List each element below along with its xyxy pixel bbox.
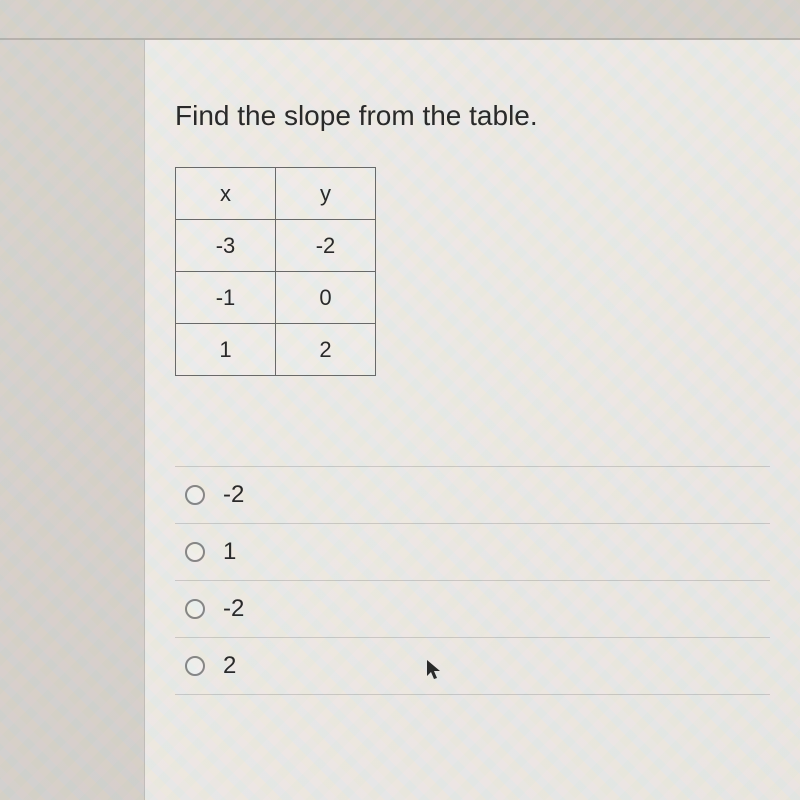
table-cell: -3 xyxy=(176,220,276,272)
radio-icon xyxy=(185,542,205,562)
table-header-row: x y xyxy=(176,168,376,220)
radio-icon xyxy=(185,599,205,619)
option-2[interactable]: 1 xyxy=(175,524,770,581)
question-panel: Find the slope from the table. x y -3 -2… xyxy=(145,40,800,800)
table-header-x: x xyxy=(176,168,276,220)
question-prompt: Find the slope from the table. xyxy=(175,100,770,132)
table-cell: -1 xyxy=(176,272,276,324)
table-cell: 2 xyxy=(276,324,376,376)
table-cell: 0 xyxy=(276,272,376,324)
table-header-y: y xyxy=(276,168,376,220)
option-3[interactable]: -2 xyxy=(175,581,770,638)
left-gutter xyxy=(0,40,145,800)
table-row: 1 2 xyxy=(176,324,376,376)
option-label: 1 xyxy=(223,538,236,566)
xy-table: x y -3 -2 -1 0 1 2 xyxy=(175,167,376,376)
option-label: -2 xyxy=(223,595,244,623)
table-cell: -2 xyxy=(276,220,376,272)
radio-icon xyxy=(185,656,205,676)
option-label: -2 xyxy=(223,481,244,509)
window-top-bar xyxy=(0,0,800,40)
option-label: 2 xyxy=(223,652,236,680)
table-cell: 1 xyxy=(176,324,276,376)
table-row: -1 0 xyxy=(176,272,376,324)
radio-icon xyxy=(185,485,205,505)
table-row: -3 -2 xyxy=(176,220,376,272)
option-4[interactable]: 2 xyxy=(175,638,770,695)
answer-options: -2 1 -2 2 xyxy=(175,466,770,695)
option-1[interactable]: -2 xyxy=(175,466,770,524)
